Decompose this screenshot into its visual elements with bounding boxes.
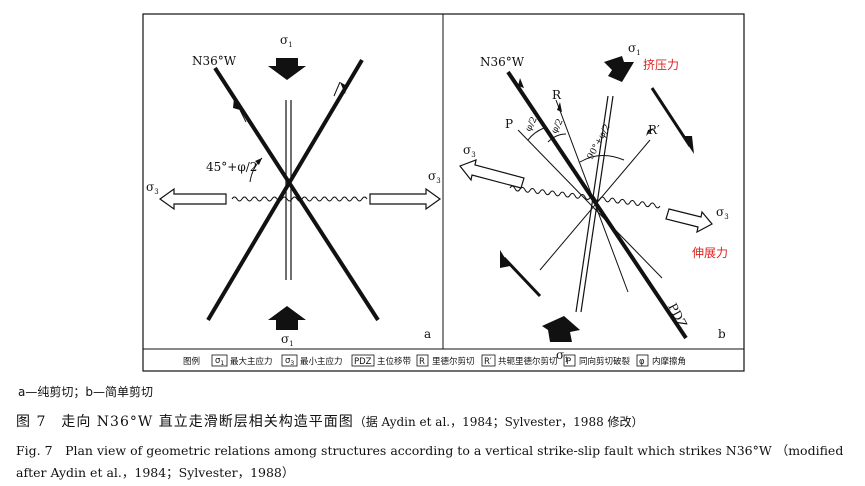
angle-label-a: 45°+φ/2 [206,160,257,174]
legend-box-rp [481,354,496,367]
sigma3-arrow-right-b [665,208,713,234]
shear-mark-pdz [518,78,524,88]
legend-box-r [416,354,429,367]
shear-arrow-left-b-head [500,250,510,268]
fault-ne-sw [206,58,364,322]
angle-arc-b1 [527,127,545,141]
legend-box-pdz [351,354,375,367]
legend-sym-sigma1: σ1 [215,356,224,367]
sigma1-label-bottom-b: σ1 [556,348,569,364]
shear-mark-rp [646,128,654,136]
sigma3-label-left-a: σ3 [146,180,159,196]
sigma3-label-left-b: σ3 [463,143,476,159]
extension-line-b1 [575,95,609,313]
shear-arrow-right-b-head [682,136,694,154]
legend-box-sigma1 [211,354,228,367]
legend-text-pdz: 主位移带 [377,356,412,367]
p-shear [517,129,663,279]
legend-sym-rp: R′ [484,357,492,367]
panel-b: σ1 σ1 σ3 σ3 挤压力 伸展力 N36°W P R R′ φ/2 φ/2… [459,41,729,364]
legend-text-phi: 内摩擦角 [652,356,686,367]
sigma1-arrow-bottom [268,306,306,330]
shear-arrow-nw [233,98,240,110]
sigma3-label-right-a: σ3 [428,169,441,185]
sigma3-arrow-left [158,187,227,211]
extension-line-b2 [580,95,614,313]
legend-text-sigma3: 最小主应力 [300,356,343,367]
strike-label-b: N36°W [480,55,525,69]
legend-text-sigma1: 最大主应力 [230,356,273,367]
sigma1-label-bottom-a: σ1 [281,332,294,348]
extension-label: 伸展力 [692,246,728,260]
r-prime-label: R′ [648,123,660,137]
shear-mark-r [557,102,562,112]
stylolite-wavy-line [231,196,368,202]
strike-label-a: N36°W [192,54,237,68]
sigma3-label-right-b: σ3 [716,205,729,221]
legend-sym-sigma3: σ3 [285,356,294,367]
angle-arc-b2 [547,133,567,143]
legend-sym-r: R [419,357,425,367]
legend-box-sigma3 [281,354,298,367]
shear-arrow-ne-line [333,81,341,97]
sigma3-arrow-left-b [459,159,525,189]
sigma1-arrow-top [268,58,306,80]
fault-geometry-figure: σ1 σ1 σ3 σ3 N36°W 45°+φ/2 a [142,13,745,372]
r-prime-shear [539,139,651,271]
shear-arrow-nw-line [239,109,247,123]
subfigure-caption: a—纯剪切；b—简单剪切 [18,385,153,399]
panel-a: σ1 σ1 σ3 σ3 N36°W 45°+φ/2 a [146,33,442,348]
stylolite-wavy-line-b [509,185,661,209]
sigma1-arrow-top-b [604,56,634,82]
legend-box-p [563,354,576,367]
legend-text-p: 同向剪切破裂 [579,356,631,367]
legend-box-phi [636,354,649,367]
p-label: P [505,117,513,131]
figure-caption-cn-main: 图 7 走向 N36°W 直立走滑断层相关构造平面图 [16,414,354,430]
legend-sym-p: P [566,357,571,367]
legend-title: 图例 [183,356,200,367]
figure-caption-cn: 图 7 走向 N36°W 直立走滑断层相关构造平面图（据 Aydin et al… [16,411,644,431]
legend-text-r: 里德尔剪切 [432,356,475,367]
figure-caption-en: Fig. 7 Plan view of geometric relations … [16,443,844,480]
r-label: R [552,88,562,102]
sigma1-label-top-b: σ1 [628,41,641,57]
angle-arc-a-head [255,158,262,165]
legend-sym-phi: φ [639,357,645,367]
legend: 图例 σ1 最大主应力 σ3 最小主应力 PDZ 主位移带 R 里德尔剪切 R′… [183,354,686,367]
panel-label-a: a [424,327,431,341]
shear-arrow-left-b [502,256,542,298]
legend-text-rp: 共轭里德尔剪切 [498,356,558,367]
figure-caption-cn-source: （据 Aydin et al.，1984；Sylvester，1988 修改） [353,415,644,429]
fault-nw-se [213,66,380,322]
legend-sym-pdz: PDZ [354,357,372,367]
angle-arc-b3 [579,155,625,163]
panel-label-b: b [718,327,726,341]
sigma3-arrow-right [369,187,442,211]
sigma1-label-top-a: σ1 [280,33,293,49]
shear-arrow-ne [340,82,347,94]
sigma1-arrow-bottom-b [542,316,580,342]
compression-label: 挤压力 [643,57,679,72]
